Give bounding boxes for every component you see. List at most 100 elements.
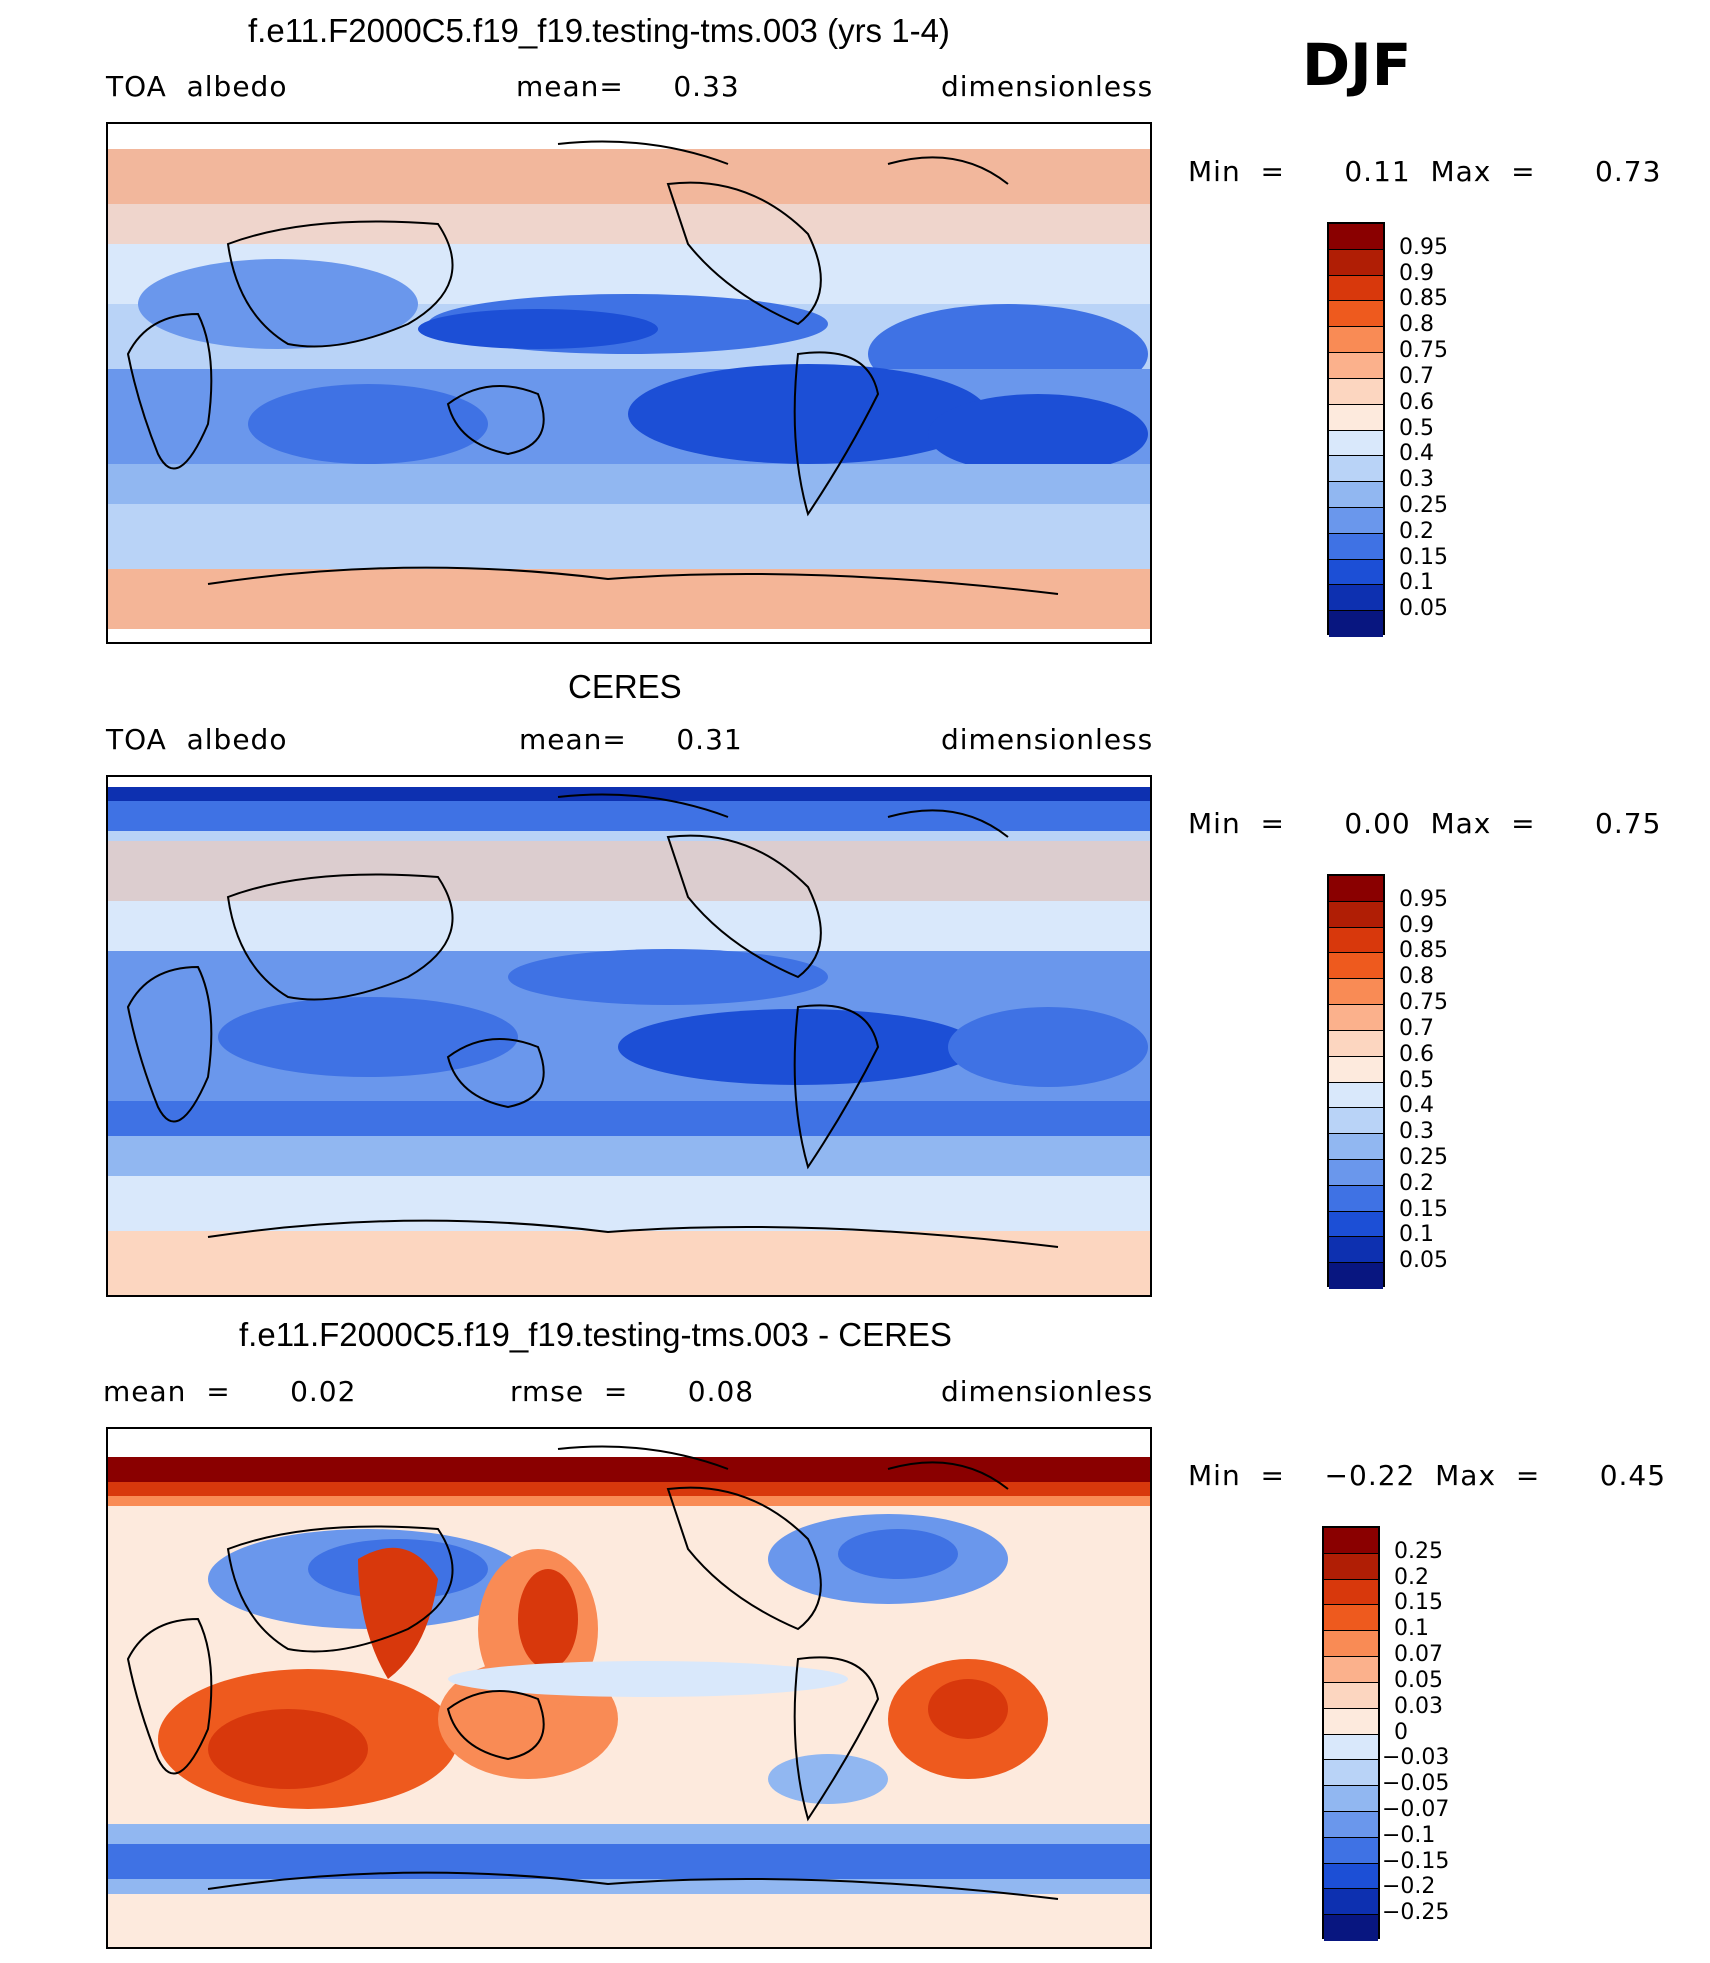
colorbar-swatch bbox=[1329, 927, 1383, 954]
colorbar-label: 0.1 bbox=[1399, 570, 1434, 596]
colorbar-label: 0.03 bbox=[1394, 1693, 1443, 1719]
colorbar-label: 0.6 bbox=[1399, 1041, 1434, 1067]
panel-2-title: CERES bbox=[568, 668, 682, 705]
colorbar-swatch bbox=[1324, 1553, 1378, 1580]
colorbar-label: 0.9 bbox=[1399, 912, 1434, 938]
panel-1-title: f.e11.F2000C5.f19_f19.testing-tms.003 (y… bbox=[248, 12, 950, 49]
colorbar-swatch bbox=[1329, 611, 1383, 637]
colorbar-swatch bbox=[1329, 456, 1383, 483]
colorbar-swatch bbox=[1324, 1528, 1378, 1554]
colorbar-swatch bbox=[1329, 585, 1383, 612]
colorbar-label: 0.2 bbox=[1394, 1564, 1429, 1590]
colorbar-swatch bbox=[1329, 1211, 1383, 1238]
panel-1-map bbox=[106, 122, 1152, 644]
colorbar-label: −0.05 bbox=[1382, 1771, 1450, 1797]
colorbar-swatch bbox=[1329, 249, 1383, 276]
colorbar-label: −0.15 bbox=[1382, 1848, 1450, 1874]
colorbar-label: −0.2 bbox=[1382, 1874, 1436, 1900]
colorbar-swatch bbox=[1329, 1005, 1383, 1031]
panel-3-units: dimensionless bbox=[941, 1375, 1154, 1408]
colorbar-swatch bbox=[1329, 404, 1383, 431]
colorbar-label: 0.5 bbox=[1399, 1067, 1434, 1093]
colorbar-swatch bbox=[1329, 559, 1383, 586]
colorbar-label: 0.4 bbox=[1399, 1093, 1434, 1119]
colorbar-swatch bbox=[1329, 1056, 1383, 1083]
panel-3-mean: mean = 0.02 bbox=[103, 1375, 357, 1408]
colorbar-label: 0.8 bbox=[1399, 312, 1434, 338]
colorbar-swatch bbox=[1329, 327, 1383, 354]
colorbar-swatch bbox=[1324, 1863, 1378, 1890]
colorbar-label: 0.25 bbox=[1394, 1538, 1443, 1564]
colorbar-label: 0.05 bbox=[1399, 596, 1448, 622]
colorbar-label: 0.95 bbox=[1399, 234, 1448, 260]
colorbar-swatch bbox=[1329, 507, 1383, 534]
colorbar-label: 0.9 bbox=[1399, 260, 1434, 286]
colorbar-label: 0.1 bbox=[1399, 1222, 1434, 1248]
colorbar-swatch bbox=[1329, 1185, 1383, 1212]
colorbar-swatch bbox=[1324, 1708, 1378, 1735]
panel-1-colorbar bbox=[1327, 222, 1385, 637]
colorbar-label: 0.4 bbox=[1399, 441, 1434, 467]
colorbar-swatch bbox=[1329, 533, 1383, 560]
colorbar-swatch bbox=[1324, 1579, 1378, 1606]
colorbar-label: 0.75 bbox=[1399, 338, 1448, 364]
colorbar-label: 0.07 bbox=[1394, 1642, 1443, 1668]
colorbar-swatch bbox=[1329, 275, 1383, 302]
panel-3-map-svg bbox=[108, 1429, 1150, 1947]
colorbar-swatch bbox=[1329, 876, 1383, 902]
colorbar-swatch bbox=[1324, 1811, 1378, 1838]
colorbar-label: 0.3 bbox=[1399, 1119, 1434, 1145]
colorbar-swatch bbox=[1329, 1237, 1383, 1264]
panel-1-units: dimensionless bbox=[941, 70, 1154, 103]
colorbar-swatch bbox=[1324, 1605, 1378, 1632]
season-label: DJF bbox=[1302, 31, 1412, 99]
colorbar-swatch bbox=[1329, 1134, 1383, 1160]
colorbar-label: 0.95 bbox=[1399, 886, 1448, 912]
panel-1-variable: TOA albedo bbox=[106, 70, 288, 103]
colorbar-swatch bbox=[1324, 1631, 1378, 1658]
panel-2-map bbox=[106, 775, 1152, 1297]
colorbar-label: 0.1 bbox=[1394, 1616, 1429, 1642]
colorbar-label: 0.85 bbox=[1399, 938, 1448, 964]
colorbar-label: 0.5 bbox=[1399, 415, 1434, 441]
colorbar-label: 0.2 bbox=[1399, 1170, 1434, 1196]
colorbar-label: 0.15 bbox=[1399, 544, 1448, 570]
panel-1-mean: mean= 0.33 bbox=[516, 70, 740, 103]
colorbar-label: −0.1 bbox=[1382, 1822, 1436, 1848]
colorbar-swatch bbox=[1329, 482, 1383, 508]
colorbar-label: 0.15 bbox=[1394, 1590, 1443, 1616]
colorbar-swatch bbox=[1329, 224, 1383, 250]
panel-1-map-svg bbox=[108, 124, 1150, 642]
colorbar-label: 0.6 bbox=[1399, 389, 1434, 415]
colorbar-label: 0.7 bbox=[1399, 363, 1434, 389]
colorbar-swatch bbox=[1329, 430, 1383, 457]
colorbar-label: −0.07 bbox=[1382, 1796, 1450, 1822]
colorbar-swatch bbox=[1329, 953, 1383, 980]
panel-3-minmax: Min = −0.22 Max = 0.45 bbox=[1188, 1459, 1667, 1492]
colorbar-label: 0.2 bbox=[1399, 518, 1434, 544]
panel-1-minmax: Min = 0.11 Max = 0.73 bbox=[1188, 155, 1662, 188]
colorbar-label: 0.7 bbox=[1399, 1015, 1434, 1041]
colorbar-label: 0.75 bbox=[1399, 990, 1448, 1016]
colorbar-swatch bbox=[1324, 1657, 1378, 1683]
colorbar-label: 0.25 bbox=[1399, 1144, 1448, 1170]
panel-3-colorbar bbox=[1322, 1526, 1380, 1941]
colorbar-label: 0.3 bbox=[1399, 467, 1434, 493]
colorbar-label: 0.15 bbox=[1399, 1196, 1448, 1222]
colorbar-swatch bbox=[1324, 1786, 1378, 1812]
panel-3-map bbox=[106, 1427, 1152, 1949]
colorbar-label: −0.25 bbox=[1382, 1900, 1450, 1926]
colorbar-swatch bbox=[1329, 1030, 1383, 1057]
colorbar-swatch bbox=[1329, 979, 1383, 1006]
colorbar-label: 0.25 bbox=[1399, 492, 1448, 518]
colorbar-swatch bbox=[1329, 1159, 1383, 1186]
colorbar-swatch bbox=[1329, 301, 1383, 328]
panel-2-map-svg bbox=[108, 777, 1150, 1295]
colorbar-swatch bbox=[1324, 1889, 1378, 1916]
colorbar-label: −0.03 bbox=[1382, 1745, 1450, 1771]
colorbar-swatch bbox=[1324, 1837, 1378, 1864]
colorbar-label: 0.85 bbox=[1399, 286, 1448, 312]
colorbar-swatch bbox=[1329, 1082, 1383, 1109]
panel-2-variable: TOA albedo bbox=[106, 723, 288, 756]
panel-3-rmse: rmse = 0.08 bbox=[510, 1375, 755, 1408]
